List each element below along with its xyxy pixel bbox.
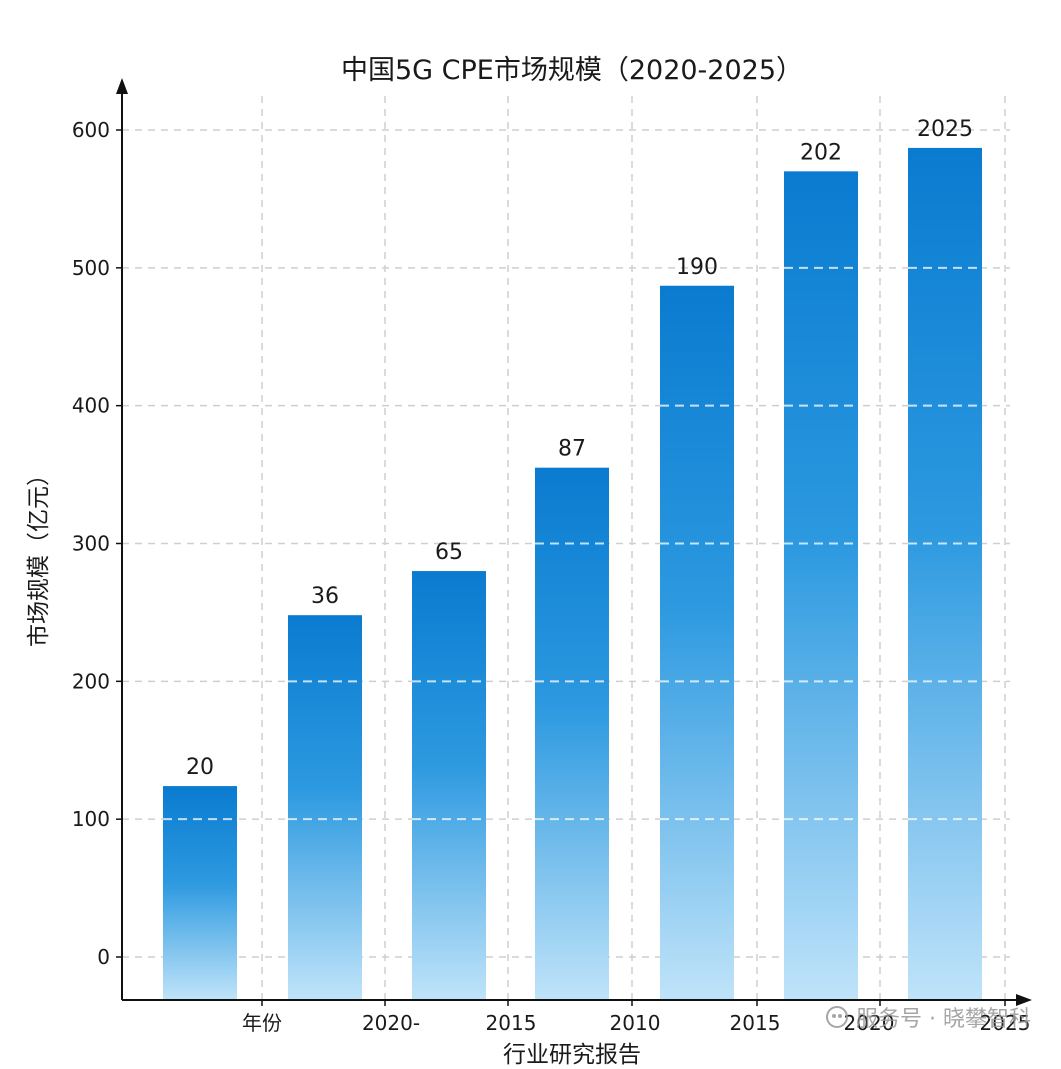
- y-tick-label: 100: [72, 807, 110, 831]
- x-tick-label: 2020-: [362, 1011, 420, 1035]
- x-tick-label: 2015: [730, 1011, 781, 1035]
- x-tick-label: 2020: [844, 1011, 895, 1035]
- y-tick-label: 600: [72, 118, 110, 142]
- y-tick-label: 300: [72, 532, 110, 556]
- data-labels: 20 36 65 87 190 202 2025: [186, 117, 973, 780]
- data-label: 20: [186, 755, 214, 780]
- y-tick-label: 200: [72, 669, 110, 693]
- bar: [412, 571, 486, 999]
- y-tick-label: 500: [72, 256, 110, 280]
- data-label: 202: [800, 140, 842, 165]
- x-tick-label: 2025: [980, 1011, 1031, 1035]
- watermark: 服务号 · 晓攀智科: [826, 1001, 1031, 1033]
- bar: [660, 285, 734, 999]
- bar: [288, 615, 362, 999]
- bars: [163, 147, 982, 1000]
- x-axis-label: 行业研究报告: [503, 1042, 641, 1068]
- y-axis-label: 市场规模（亿元）: [26, 463, 52, 647]
- x-tick-labels: 年份 2020- 2015 2010 2015 2020 2025: [242, 1000, 1030, 1035]
- chat-bubble-icon: [826, 1006, 849, 1028]
- data-label: 190: [676, 255, 718, 280]
- data-label: 2025: [917, 117, 973, 142]
- watermark-text: 服务号 · 晓攀智科: [856, 1007, 1031, 1032]
- bar: [163, 786, 237, 999]
- bar: [535, 467, 609, 1000]
- y-tick-label: 400: [72, 394, 110, 418]
- bar-overlay-grid: [163, 266, 982, 821]
- x-tick-label: 年份: [242, 1011, 282, 1035]
- x-axis-arrow-icon: [1016, 994, 1032, 1006]
- x-tick-label: 2015: [486, 1011, 537, 1035]
- chart-title: 中国5G CPE市场规模（2020-2025）: [341, 55, 803, 86]
- x-tick-label: 2010: [610, 1011, 661, 1035]
- bar: [784, 171, 858, 1000]
- y-axis-arrow-icon: [116, 78, 128, 94]
- data-label: 65: [435, 540, 463, 565]
- data-label: 36: [311, 584, 339, 609]
- bar: [908, 147, 982, 999]
- y-tick-label: 0: [97, 945, 110, 969]
- y-tick-labels: 0 100 200 300 400 500 600: [72, 118, 122, 969]
- data-label: 87: [558, 437, 586, 462]
